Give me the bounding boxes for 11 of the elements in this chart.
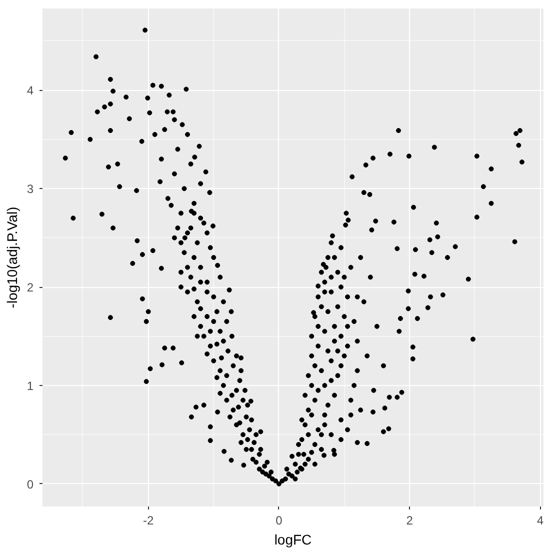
y-tick-label: 4 — [26, 84, 34, 98]
x-tick-label: 0 — [276, 514, 283, 528]
x-tick-label: -2 — [142, 514, 154, 528]
y-tick-label: 2 — [26, 280, 34, 295]
x-axis-title: logFC — [274, 532, 312, 548]
y-tick-label: 0 — [26, 477, 34, 492]
x-tick-label: 2 — [406, 514, 414, 528]
y-axis-title: -log10(adj.P.Val) — [4, 206, 20, 308]
x-tick-label: 4 — [536, 514, 544, 528]
y-tick-label: 1 — [26, 378, 34, 393]
y-tick-label: 3 — [26, 182, 34, 196]
